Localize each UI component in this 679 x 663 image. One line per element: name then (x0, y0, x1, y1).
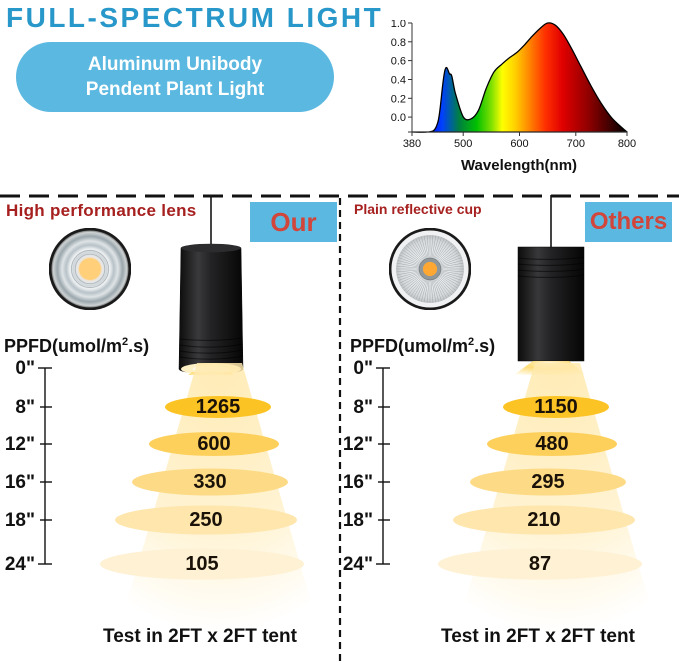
svg-text:600: 600 (510, 138, 528, 150)
svg-text:105: 105 (185, 553, 218, 575)
svg-text:0.0: 0.0 (391, 112, 406, 124)
svg-text:380: 380 (403, 138, 421, 150)
svg-text:12": 12" (343, 434, 373, 455)
svg-text:600: 600 (197, 433, 230, 455)
svg-text:500: 500 (454, 138, 472, 150)
svg-text:16": 16" (5, 472, 35, 493)
svg-text:0": 0" (15, 358, 35, 379)
svg-text:18": 18" (5, 510, 35, 531)
svg-text:0.8: 0.8 (391, 37, 406, 49)
svg-text:330: 330 (193, 471, 226, 493)
svg-text:Wavelength(nm): Wavelength(nm) (461, 157, 577, 174)
svg-text:295: 295 (531, 471, 564, 493)
svg-text:250: 250 (189, 509, 222, 531)
svg-text:1.0: 1.0 (391, 20, 406, 30)
svg-text:8": 8" (15, 397, 35, 418)
svg-text:1150: 1150 (534, 396, 577, 418)
svg-text:18": 18" (343, 510, 373, 531)
svg-text:12": 12" (5, 434, 35, 455)
svg-text:8": 8" (353, 397, 373, 418)
svg-text:24": 24" (343, 554, 373, 575)
svg-text:0.2: 0.2 (391, 93, 406, 105)
svg-text:0.6: 0.6 (391, 56, 406, 68)
svg-text:0": 0" (353, 358, 373, 379)
svg-text:480: 480 (535, 433, 568, 455)
svg-text:Test in 2FT x 2FT tent: Test in 2FT x 2FT tent (103, 626, 298, 647)
svg-text:87: 87 (529, 553, 551, 575)
svg-text:210: 210 (527, 509, 560, 531)
svg-text:16": 16" (343, 472, 373, 493)
svg-text:800: 800 (618, 138, 636, 150)
svg-text:Test in 2FT x 2FT tent: Test in 2FT x 2FT tent (441, 626, 636, 647)
svg-text:700: 700 (567, 138, 585, 150)
svg-text:1265: 1265 (196, 396, 241, 418)
svg-text:0.4: 0.4 (391, 75, 406, 87)
svg-text:24": 24" (5, 554, 35, 575)
